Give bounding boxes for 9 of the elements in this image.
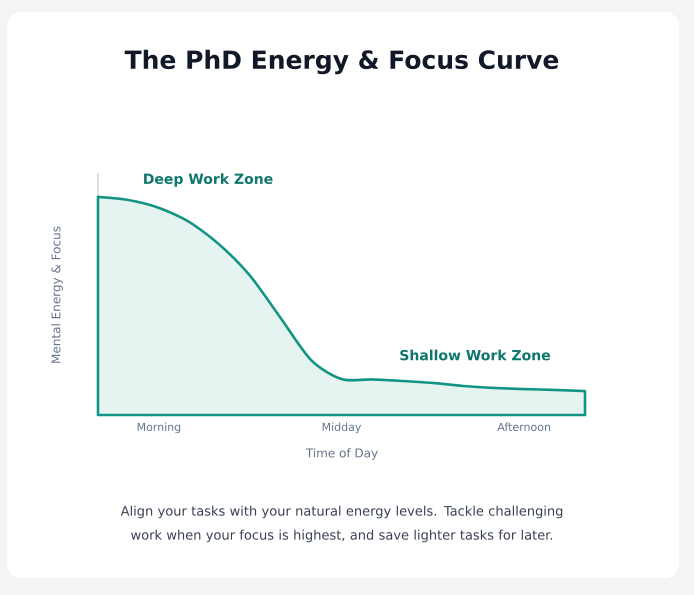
chart-title: The PhD Energy & Focus Curve bbox=[124, 50, 558, 74]
x-tick-label: Midday bbox=[322, 422, 362, 434]
x-axis-title: Time of Day bbox=[306, 448, 378, 460]
annotation: Shallow Work Zone bbox=[400, 350, 550, 360]
x-tick-label: Morning bbox=[138, 422, 180, 434]
y-axis-title: Mental Energy & Focus bbox=[51, 226, 63, 363]
text: Deep Work Zone bbox=[144, 173, 272, 187]
text: Align your tasks with your natural energy levels. Tackle challenging work when your focus is highest, and save lighter tasks for later. bbox=[120, 506, 562, 542]
x-tick-label: Afternoon bbox=[497, 422, 550, 432]
